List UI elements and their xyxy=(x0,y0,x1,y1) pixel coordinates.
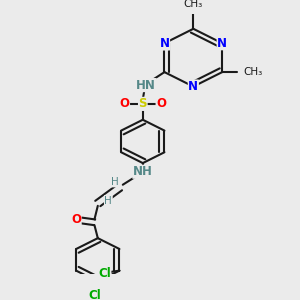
Text: O: O xyxy=(156,98,166,110)
Text: S: S xyxy=(139,98,147,110)
Text: N: N xyxy=(160,37,170,50)
Text: NH: NH xyxy=(133,165,153,178)
Text: H: H xyxy=(104,196,112,206)
Text: N: N xyxy=(160,37,170,50)
Text: N: N xyxy=(217,37,227,50)
Text: O: O xyxy=(71,213,81,226)
Text: CH₃: CH₃ xyxy=(244,67,263,77)
Text: O: O xyxy=(119,98,130,110)
Text: H: H xyxy=(111,177,118,187)
Text: Cl: Cl xyxy=(88,290,101,300)
Text: N: N xyxy=(188,80,198,93)
Text: HN: HN xyxy=(136,79,156,92)
Text: CH₃: CH₃ xyxy=(184,0,203,10)
Text: Cl: Cl xyxy=(98,267,111,280)
